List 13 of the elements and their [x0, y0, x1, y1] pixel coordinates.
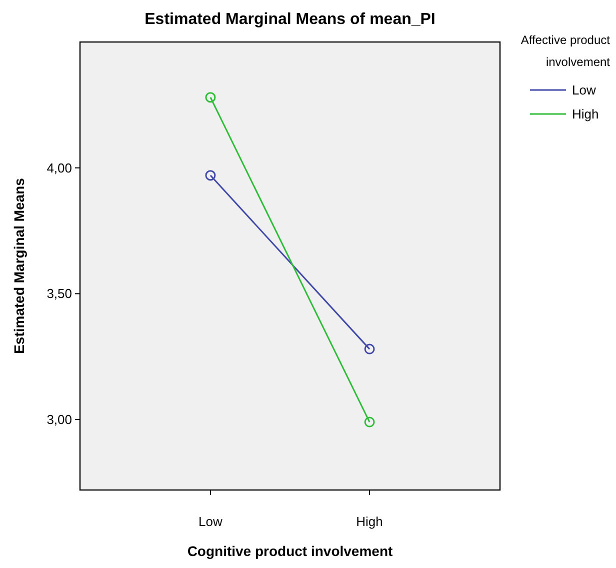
- legend-label: High: [572, 106, 599, 122]
- legend-title: Affective product involvement: [520, 33, 611, 69]
- point: [205, 92, 216, 103]
- point: [364, 344, 375, 354]
- y-tick-label: 3,50: [46, 286, 72, 302]
- y-tick-label: 3,00: [46, 412, 72, 428]
- x-axis-title: Cognitive product involvement: [187, 543, 394, 559]
- point: [205, 170, 216, 181]
- chart-title: Estimated Marginal Means of mean_PI: [144, 11, 436, 28]
- point: [364, 416, 375, 428]
- y-axis-title: Estimated Marginal Means: [11, 178, 27, 354]
- y-tick-label: 4,00: [46, 160, 72, 176]
- legend-label: Low: [572, 82, 596, 98]
